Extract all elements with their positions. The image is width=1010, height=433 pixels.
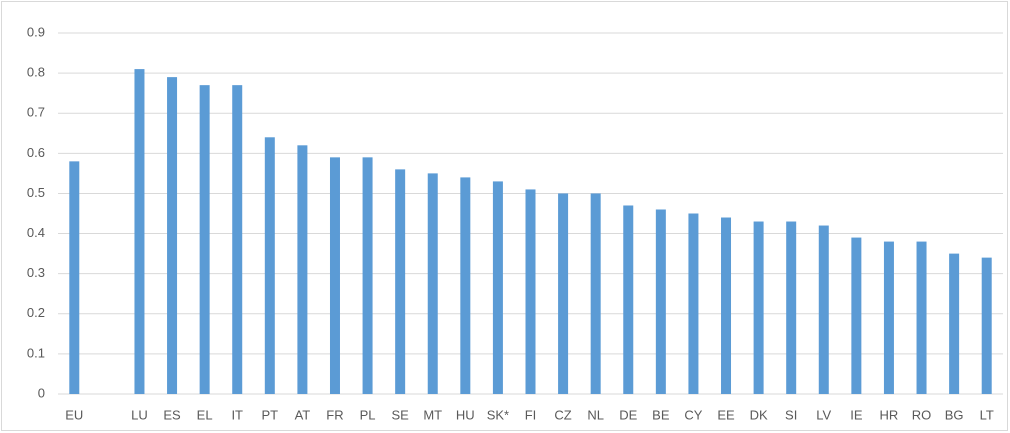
y-tick-label: 0.4	[27, 225, 45, 240]
bar	[558, 193, 569, 394]
y-tick-label: 0.9	[27, 24, 45, 39]
x-tick-label: BG	[945, 407, 964, 422]
x-tick-label: PL	[360, 407, 376, 422]
bar	[69, 161, 80, 394]
bar	[395, 169, 406, 394]
x-tick-label: FI	[525, 407, 537, 422]
x-tick-label: HU	[456, 407, 475, 422]
x-tick-label: HR	[880, 407, 899, 422]
x-tick-label: EL	[197, 407, 213, 422]
x-tick-label: ES	[163, 407, 181, 422]
y-tick-label: 0.5	[27, 185, 45, 200]
x-tick-label: SI	[785, 407, 797, 422]
bar	[655, 209, 666, 394]
x-tick-label: PT	[261, 407, 278, 422]
bar	[590, 193, 601, 394]
x-tick-label: IT	[231, 407, 243, 422]
bar	[786, 221, 797, 394]
y-tick-label: 0.7	[27, 105, 45, 120]
bar	[460, 177, 471, 394]
y-tick-label: 0.2	[27, 305, 45, 320]
bar	[199, 85, 210, 395]
bar	[688, 213, 699, 394]
bar	[851, 237, 862, 394]
bar	[134, 69, 145, 394]
bar	[883, 241, 894, 394]
bar	[297, 145, 308, 394]
bar	[167, 77, 178, 394]
y-tick-label: 0.8	[27, 65, 45, 80]
x-tick-label: RO	[912, 407, 932, 422]
bar	[427, 173, 438, 394]
x-tick-label: CY	[684, 407, 702, 422]
x-tick-label: EU	[65, 407, 83, 422]
x-tick-label: NL	[587, 407, 604, 422]
bar	[525, 189, 536, 394]
y-tick-label: 0.1	[27, 345, 45, 360]
x-tick-label: LU	[131, 407, 148, 422]
x-tick-label: AT	[295, 407, 311, 422]
x-tick-label: DE	[619, 407, 637, 422]
bar	[753, 221, 764, 394]
x-tick-label: FR	[326, 407, 343, 422]
y-tick-label: 0	[38, 385, 45, 400]
bar	[362, 157, 373, 394]
bar	[232, 85, 243, 395]
bar	[329, 157, 340, 394]
bar	[818, 225, 829, 394]
x-tick-label: EE	[717, 407, 735, 422]
bar	[916, 241, 927, 394]
bar	[949, 253, 960, 394]
y-tick-label: 0.3	[27, 265, 45, 280]
x-tick-label: LV	[816, 407, 831, 422]
bar	[981, 257, 992, 394]
bar	[492, 181, 503, 394]
x-tick-label: CZ	[554, 407, 571, 422]
bar	[721, 217, 732, 394]
x-tick-label: SK*	[487, 407, 509, 422]
bar	[623, 205, 634, 394]
x-tick-label: IE	[850, 407, 863, 422]
x-tick-label: BE	[652, 407, 670, 422]
bar	[264, 137, 275, 395]
x-tick-label: SE	[391, 407, 409, 422]
x-tick-label: LT	[980, 407, 994, 422]
x-tick-label: MT	[423, 407, 442, 422]
x-tick-label: DK	[750, 407, 768, 422]
y-tick-label: 0.6	[27, 145, 45, 160]
